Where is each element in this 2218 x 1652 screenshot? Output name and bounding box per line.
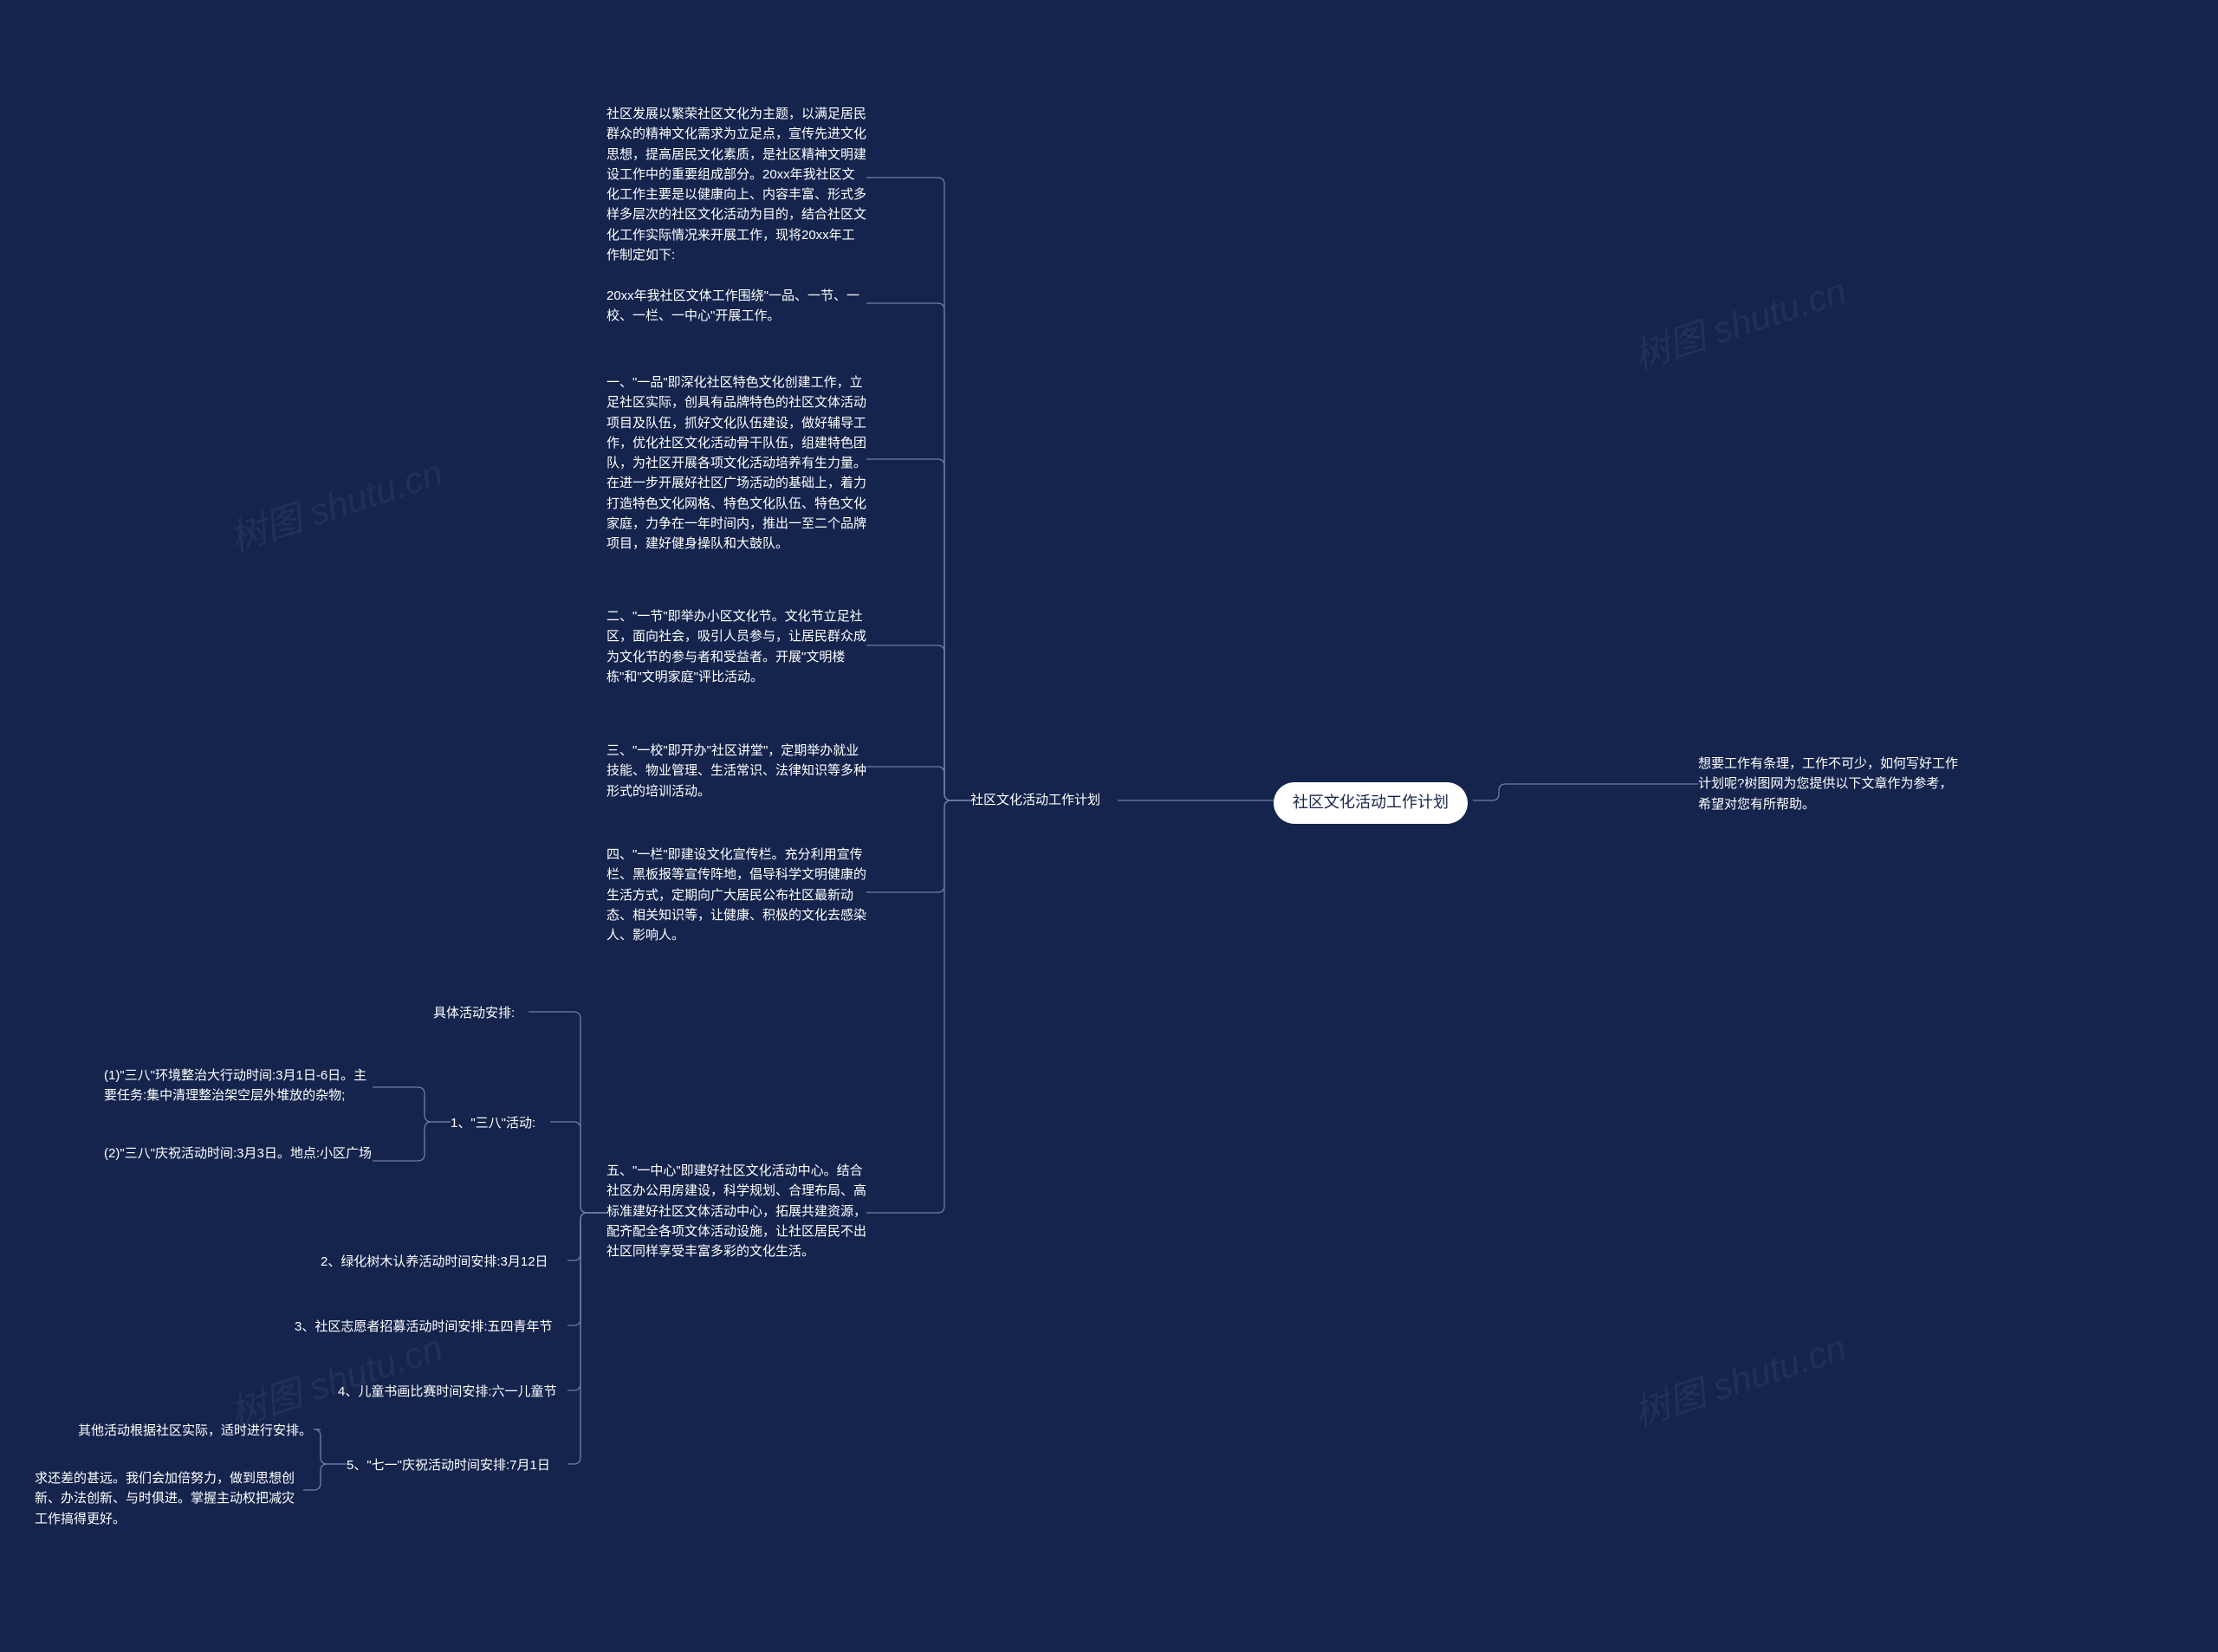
sanba-item-1: (1)"三八"环境整治大行动时间:3月1日-6日。主要任务:集中清理整治架空层外…: [104, 1066, 373, 1106]
watermark: 树图 shutu.cn: [223, 444, 449, 562]
para-yijie: 二、"一节"即举办小区文化节。文化节立足社区，面向社会，吸引人员参与，让居民群众…: [606, 606, 866, 687]
sanba-item-2: (2)"三八"庆祝活动时间:3月3日。地点:小区广场: [104, 1143, 373, 1163]
sanba-title: 1、"三八"活动:: [451, 1113, 535, 1133]
watermark: 树图 shutu.cn: [1626, 1318, 1852, 1437]
schedule-title: 具体活动安排:: [433, 1003, 515, 1023]
level1-left[interactable]: 社区文化活动工作计划: [970, 790, 1100, 810]
para-yizhongxin: 五、"一中心"即建好社区文化活动中心。结合社区办公用房建设，科学规划、合理布局、…: [606, 1161, 866, 1261]
para-yipin: 一、"一品"即深化社区特色文化创建工作，立足社区实际，创具有品牌特色的社区文体活…: [606, 373, 866, 554]
watermark: 树图 shutu.cn: [1626, 262, 1852, 380]
intro-note: 想要工作有条理，工作不可少，如何写好工作计划呢?树图网为您提供以下文章作为参考，…: [1698, 754, 1958, 814]
para-yixiao: 三、"一校"即开办"社区讲堂"，定期举办就业技能、物业管理、生活常识、法律知识等…: [606, 741, 866, 801]
connections-layer: [0, 0, 2218, 1652]
sched-item-4: 4、儿童书画比赛时间安排:六一儿童节: [338, 1382, 557, 1402]
para-summary: 20xx年我社区文体工作围绕"一品、一节、一校、一栏、一中心"开展工作。: [606, 286, 866, 327]
sched-item-2: 2、绿化树木认养活动时间安排:3月12日: [321, 1252, 548, 1272]
qiyi-child-2: 求还差的甚远。我们会加倍努力，做到思想创新、办法创新、与时俱进。掌握主动权把减灾…: [35, 1468, 303, 1529]
sched-item-3: 3、社区志愿者招募活动时间安排:五四青年节: [295, 1317, 553, 1337]
para-yilan: 四、"一栏"即建设文化宣传栏。充分利用宣传栏、黑板报等宣传阵地，倡导科学文明健康…: [606, 845, 866, 945]
root-node[interactable]: 社区文化活动工作计划: [1274, 782, 1468, 824]
para-intro: 社区发展以繁荣社区文化为主题，以满足居民群众的精神文化需求为立足点，宣传先进文化…: [606, 104, 866, 265]
sched-item-5: 5、"七一"庆祝活动时间安排:7月1日: [347, 1455, 550, 1475]
qiyi-child-1: 其他活动根据社区实际，适时进行安排。: [78, 1421, 329, 1441]
